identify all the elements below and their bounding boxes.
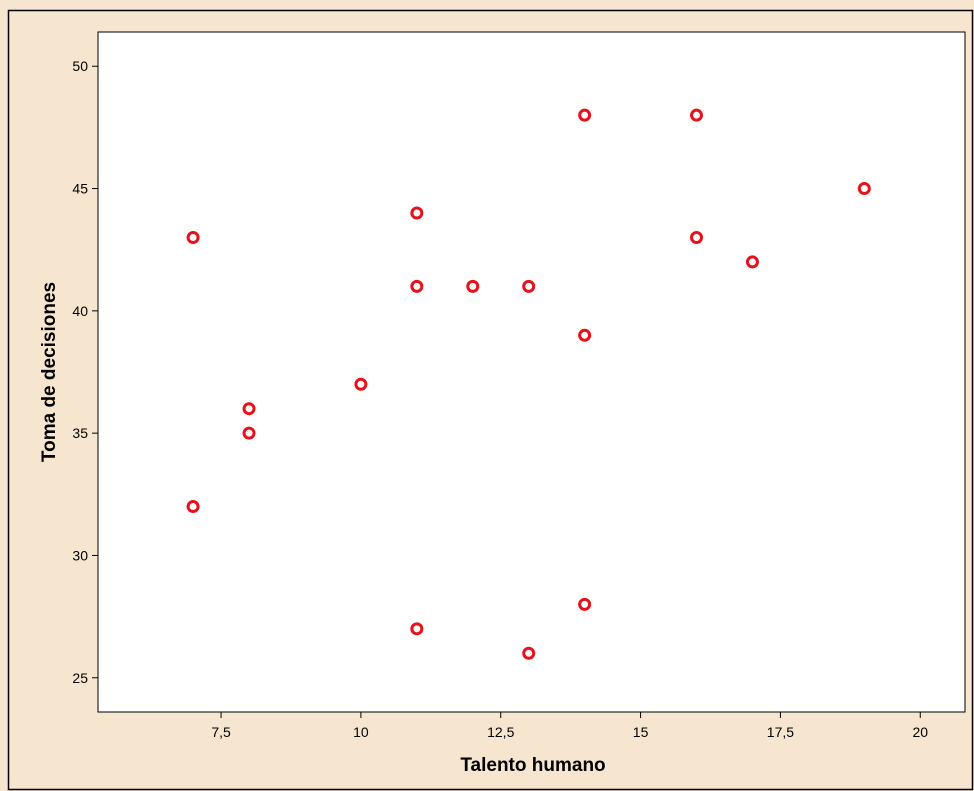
plot-area [97,31,966,713]
y-axis-title: Toma de decisiones [39,282,60,462]
data-point [354,377,368,391]
data-point [242,426,256,440]
data-point [690,230,704,244]
data-point [522,279,536,293]
x-axis: 7,5 10 12,5 15 17,5 20 [211,712,928,740]
x-tick-label: 17,5 [767,724,794,740]
data-point [745,255,759,269]
data-point [242,402,256,416]
data-point [186,230,200,244]
data-point [186,500,200,514]
data-point [466,279,480,293]
data-point [410,206,424,220]
y-tick-label: 40 [72,303,88,319]
chart-outer-border [7,9,974,791]
data-point [690,108,704,122]
data-point [410,279,424,293]
data-point [578,597,592,611]
data-points [186,108,871,660]
y-tick-label: 30 [72,547,88,563]
x-tick-label: 7,5 [211,724,231,740]
x-tick-label: 20 [912,724,928,740]
x-tick-label: 12,5 [487,724,514,740]
y-tick-label: 50 [72,58,88,74]
y-axis: 25 30 35 40 45 50 [72,58,98,686]
data-point [410,622,424,636]
data-point [857,182,871,196]
data-point [578,328,592,342]
y-tick-label: 35 [72,425,88,441]
data-point [522,646,536,660]
x-axis-title: Talento humano [460,755,605,776]
y-tick-label: 45 [72,181,88,197]
y-tick-label: 25 [72,670,88,686]
data-point [578,108,592,122]
x-tick-label: 10 [353,724,369,740]
x-tick-label: 15 [633,724,649,740]
